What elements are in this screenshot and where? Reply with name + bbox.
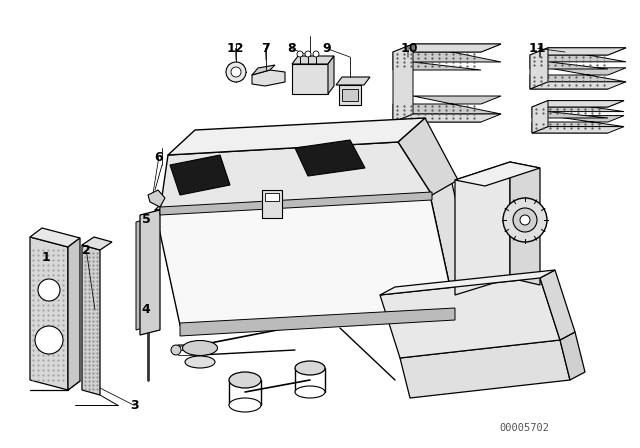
Text: 7: 7 (261, 42, 270, 55)
Polygon shape (82, 237, 112, 250)
Polygon shape (148, 190, 165, 207)
Polygon shape (292, 56, 334, 64)
Polygon shape (160, 192, 432, 215)
Bar (262, 190, 282, 218)
Polygon shape (510, 162, 540, 285)
Circle shape (226, 62, 246, 82)
Circle shape (513, 208, 537, 232)
Polygon shape (430, 175, 478, 310)
Text: 4: 4 (141, 302, 150, 316)
Polygon shape (455, 162, 540, 186)
Polygon shape (530, 68, 626, 89)
Polygon shape (398, 118, 458, 195)
Polygon shape (530, 48, 548, 89)
Text: 8: 8 (287, 42, 296, 55)
Bar (292, 64, 328, 94)
Circle shape (171, 345, 181, 355)
Text: 9: 9 (322, 42, 331, 55)
Polygon shape (168, 118, 425, 155)
Text: 1: 1 (42, 251, 51, 264)
Polygon shape (30, 237, 68, 390)
Circle shape (305, 51, 311, 57)
Polygon shape (560, 332, 585, 380)
Circle shape (38, 279, 60, 301)
Polygon shape (68, 238, 80, 390)
Polygon shape (30, 228, 80, 247)
Polygon shape (532, 101, 624, 107)
Polygon shape (155, 175, 450, 210)
Polygon shape (295, 140, 365, 176)
Polygon shape (532, 101, 624, 118)
Circle shape (503, 198, 547, 242)
Polygon shape (530, 82, 626, 89)
Text: 2: 2 (82, 244, 91, 258)
Circle shape (297, 51, 303, 57)
Polygon shape (455, 162, 510, 295)
Polygon shape (532, 127, 624, 133)
Text: 11: 11 (529, 42, 547, 55)
Ellipse shape (229, 372, 261, 388)
Polygon shape (328, 56, 334, 94)
Polygon shape (532, 116, 624, 133)
Polygon shape (532, 101, 548, 133)
Polygon shape (336, 77, 370, 85)
Circle shape (313, 51, 319, 57)
Polygon shape (252, 70, 285, 86)
Polygon shape (393, 44, 501, 70)
Circle shape (231, 67, 241, 77)
Polygon shape (380, 270, 555, 295)
Polygon shape (380, 278, 560, 358)
Ellipse shape (295, 386, 325, 398)
Text: 5: 5 (141, 213, 150, 226)
Polygon shape (180, 295, 478, 325)
Text: 3: 3 (130, 399, 139, 412)
Polygon shape (393, 44, 501, 52)
Ellipse shape (295, 361, 325, 375)
Bar (265, 193, 279, 201)
Polygon shape (400, 340, 570, 398)
Bar (342, 89, 358, 101)
Polygon shape (530, 48, 626, 55)
Polygon shape (140, 210, 160, 335)
Polygon shape (252, 65, 275, 75)
Ellipse shape (185, 356, 215, 368)
Text: 00005702: 00005702 (500, 423, 550, 433)
Polygon shape (155, 195, 455, 325)
Polygon shape (170, 155, 230, 195)
Text: 12: 12 (227, 42, 244, 55)
Circle shape (35, 326, 63, 354)
Polygon shape (160, 142, 432, 210)
Polygon shape (136, 220, 143, 330)
Polygon shape (180, 308, 455, 336)
Polygon shape (82, 245, 100, 395)
Circle shape (520, 215, 530, 225)
Polygon shape (393, 96, 501, 122)
Polygon shape (540, 270, 575, 340)
Text: 10: 10 (401, 42, 419, 55)
Polygon shape (393, 114, 501, 122)
Polygon shape (530, 48, 626, 69)
Ellipse shape (229, 398, 261, 412)
Polygon shape (393, 44, 413, 122)
Ellipse shape (182, 340, 218, 356)
Bar (339, 85, 361, 105)
Text: 6: 6 (154, 151, 163, 164)
